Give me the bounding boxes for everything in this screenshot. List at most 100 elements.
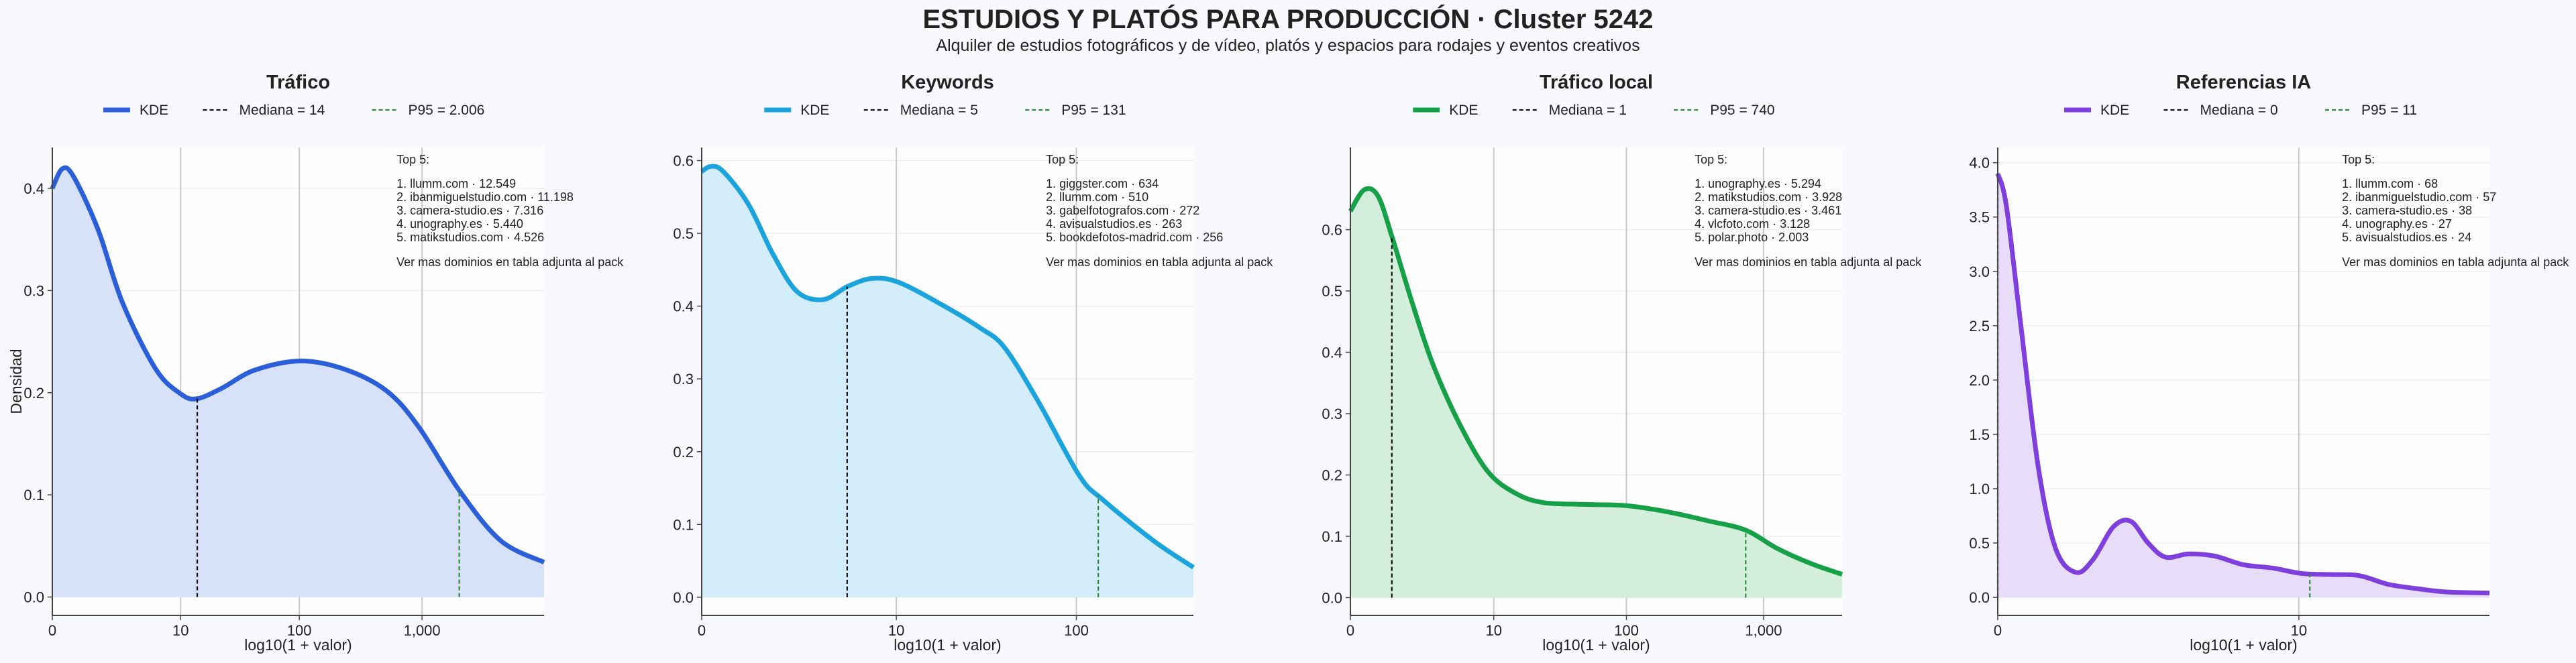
x-axis-label: log10(1 + valor) xyxy=(2190,636,2297,654)
legend-label: P95 = 740 xyxy=(1710,103,1774,118)
x-tick-label: 10 xyxy=(172,622,189,639)
y-tick-label: 1.0 xyxy=(1969,481,1990,497)
y-tick-label: 2.0 xyxy=(1969,372,1990,389)
y-tick-label: 0.1 xyxy=(1322,528,1342,545)
annotation-item: 5. bookdefotos-madrid.com · 256 xyxy=(1046,231,1223,244)
kde-area xyxy=(1350,188,1842,598)
panel-title: Keywords xyxy=(901,72,994,93)
annotation-item: 1. giggster.com · 634 xyxy=(1046,177,1159,190)
annotation-note: Ver mas dominios en tabla adjunta al pac… xyxy=(1695,255,1922,269)
legend-label: Mediana = 1 xyxy=(1549,103,1627,118)
legend-label: KDE xyxy=(140,103,168,118)
x-tick-label: 1,000 xyxy=(404,622,441,639)
x-tick-label: 100 xyxy=(1614,622,1639,639)
annotation-item: 4. unography.es · 27 xyxy=(2342,217,2452,231)
annotation-item: 3. gabelfotografos.com · 272 xyxy=(1046,204,1199,217)
y-tick-label: 0.5 xyxy=(673,225,694,242)
kde-line xyxy=(700,164,1195,570)
annotation-item: 1. unography.es · 5.294 xyxy=(1695,177,1821,190)
legend-label: P95 = 131 xyxy=(1061,103,1126,118)
annotation-item: 2. matikstudios.com · 3.928 xyxy=(1695,190,1842,204)
y-tick-label: 0.6 xyxy=(1322,222,1342,239)
y-tick-label: 4.0 xyxy=(1969,155,1990,172)
y-tick-label: 1.5 xyxy=(1969,426,1990,443)
annotation-item: 2. llumm.com · 510 xyxy=(1046,190,1148,204)
y-tick-label: 0.4 xyxy=(1322,345,1342,361)
annotation-item: 1. llumm.com · 12.549 xyxy=(396,177,516,190)
panel: 0.0 0.5 1.0 1.5 2.0 2.5 3.0 3.5 4.0 0 10 Referencia… xyxy=(1969,72,2569,654)
y-tick-label: 0.0 xyxy=(1322,589,1342,606)
x-tick-label: 0 xyxy=(48,622,56,639)
y-tick-label: 0.4 xyxy=(673,298,694,315)
annotation-item: 5. avisualstudios.es · 24 xyxy=(2342,231,2471,244)
annotation-title: Top 5: xyxy=(396,153,429,166)
panel-title: Tráfico local xyxy=(1540,72,1653,93)
page-title: ESTUDIOS Y PLATÓS PARA PRODUCCIÓN · Clus… xyxy=(922,3,1653,34)
y-tick-label: 3.5 xyxy=(1969,209,1990,226)
panel: 0.0 0.1 0.2 0.3 0.4 0.5 0.6 0 10 100 1,000 Tráfico … xyxy=(1322,72,1922,654)
y-tick-label: 0.4 xyxy=(23,180,44,197)
x-tick-label: 10 xyxy=(1485,622,1501,639)
annotation-note: Ver mas dominios en tabla adjunta al pac… xyxy=(2342,255,2569,269)
y-tick-label: 0.2 xyxy=(673,444,694,461)
kde-line xyxy=(1995,172,2490,596)
annotation-item: 4. unography.es · 5.440 xyxy=(396,217,523,231)
x-tick-label: 1,000 xyxy=(1745,622,1782,639)
legend-label: P95 = 2.006 xyxy=(409,103,485,118)
annotation-title: Top 5: xyxy=(2342,153,2375,166)
y-tick-label: 0.1 xyxy=(673,516,694,533)
x-axis-label: log10(1 + valor) xyxy=(894,636,1001,654)
kde-line xyxy=(50,165,545,564)
panel: 0.0 0.1 0.2 0.3 0.4 0.5 0.6 0 10 100 Keywords log10… xyxy=(673,72,1273,654)
y-tick-label: 0.3 xyxy=(673,371,694,387)
y-tick-label: 0.0 xyxy=(1969,589,1990,606)
legend-label: Mediana = 0 xyxy=(2200,103,2278,118)
annotation-title: Top 5: xyxy=(1046,153,1079,166)
annotation-item: 3. camera-studio.es · 38 xyxy=(2342,204,2472,217)
y-tick-label: 0.3 xyxy=(1322,406,1342,422)
page-subtitle: Alquiler de estudios fotográficos y de v… xyxy=(936,36,1640,55)
annotation-item: 4. avisualstudios.es · 263 xyxy=(1046,217,1182,231)
annotation-item: 2. ibanmiguelstudio.com · 11.198 xyxy=(396,190,574,204)
y-tick-label: 2.5 xyxy=(1969,318,1990,335)
legend-label: Mediana = 5 xyxy=(900,103,978,118)
kde-area xyxy=(702,166,1193,597)
x-tick-label: 100 xyxy=(1064,622,1089,639)
annotation-item: 4. vlcfoto.com · 3.128 xyxy=(1695,217,1810,231)
y-tick-label: 0.1 xyxy=(23,487,44,503)
annotation-title: Top 5: xyxy=(1695,153,1727,166)
x-tick-label: 0 xyxy=(1346,622,1354,639)
y-tick-label: 0.2 xyxy=(1322,467,1342,484)
x-tick-label: 0 xyxy=(698,622,706,639)
panel-title: Referencias IA xyxy=(2176,72,2312,93)
annotation-item: 5. polar.photo · 2.003 xyxy=(1695,231,1809,244)
x-tick-label: 0 xyxy=(1994,622,2002,639)
plot-background xyxy=(1998,147,2489,615)
annotation-item: 5. matikstudios.com · 4.526 xyxy=(396,231,544,244)
panel: 0.0 0.1 0.2 0.3 0.4 0 10 100 1,000 Tráfico log10(1… xyxy=(7,72,624,654)
y-tick-label: 0.0 xyxy=(23,589,44,606)
y-axis-label: Densidad xyxy=(7,349,25,414)
legend-label: KDE xyxy=(2100,103,2129,118)
annotation-item: 3. camera-studio.es · 3.461 xyxy=(1695,204,1841,217)
y-tick-label: 0.5 xyxy=(1322,283,1342,300)
y-tick-label: 0.5 xyxy=(1969,535,1990,552)
x-axis-label: log10(1 + valor) xyxy=(244,636,352,654)
x-tick-label: 10 xyxy=(888,622,904,639)
annotation-note: Ver mas dominios en tabla adjunta al pac… xyxy=(396,255,624,269)
y-tick-label: 0.6 xyxy=(673,153,694,170)
y-tick-label: 0.0 xyxy=(673,589,694,606)
x-axis-label: log10(1 + valor) xyxy=(1542,636,1650,654)
annotation-item: 2. ibanmiguelstudio.com · 57 xyxy=(2342,190,2496,204)
legend-label: KDE xyxy=(800,103,829,118)
annotation-item: 3. camera-studio.es · 7.316 xyxy=(396,204,543,217)
y-tick-label: 0.3 xyxy=(23,282,44,299)
legend-label: Mediana = 14 xyxy=(239,103,325,118)
legend-label: KDE xyxy=(1449,103,1478,118)
kde-area xyxy=(52,168,544,597)
legend-label: P95 = 11 xyxy=(2361,103,2417,118)
annotation-note: Ver mas dominios en tabla adjunta al pac… xyxy=(1046,255,1273,269)
panel-title: Tráfico xyxy=(266,72,330,93)
x-tick-label: 100 xyxy=(287,622,312,639)
